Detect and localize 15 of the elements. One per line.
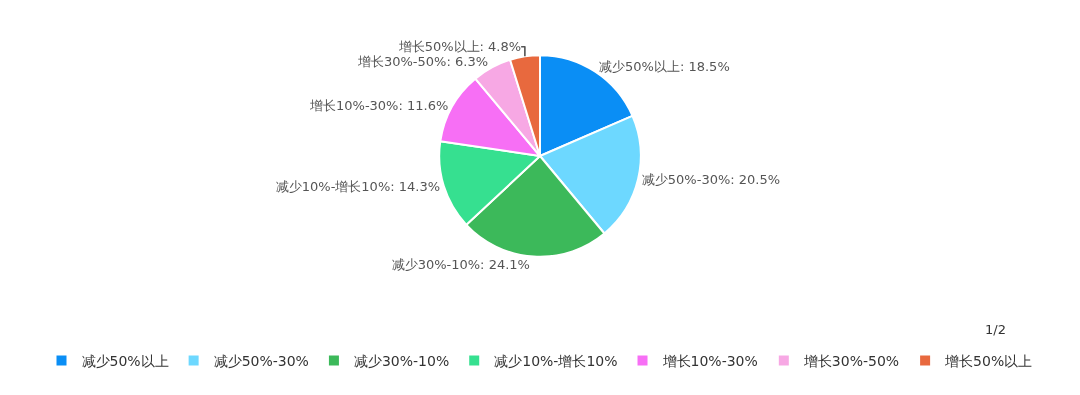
legend-label: 增长10%-30% — [661, 353, 758, 370]
legend-label: 减少50%-30% — [213, 353, 309, 370]
data-label: 减少50%-30%: 20.5% — [641, 172, 781, 188]
legend-label: 增长50%以上 — [944, 353, 1033, 370]
text: 1/2 — [985, 322, 1006, 337]
data-label: 减少10%-增长10%: 14.3% — [275, 179, 441, 195]
data-label: 增长30%-50%: 6.3% — [356, 54, 489, 70]
legend-label: 减少50%以上 — [81, 353, 169, 370]
legend-label: 减少10%-增长10% — [494, 353, 618, 370]
data-label: 减少50%以上: 18.5% — [599, 58, 730, 74]
legend-label: 增长30%-50% — [802, 353, 900, 370]
data-label: 增长50%以上: 4.8% — [397, 39, 522, 55]
data-label: 减少30%-10%: 24.1% — [391, 256, 530, 272]
data-label: 增长10%-30%: 11.6% — [308, 97, 449, 113]
legend-label: 减少30%-10% — [353, 353, 450, 370]
